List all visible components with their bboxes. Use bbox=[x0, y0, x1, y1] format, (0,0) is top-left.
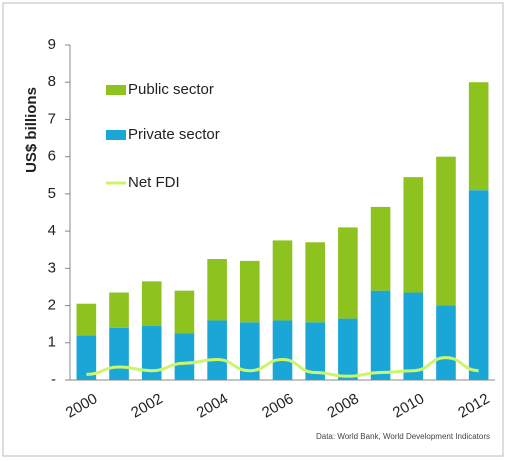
bar-segment bbox=[272, 320, 293, 380]
bar-segment bbox=[370, 290, 391, 380]
bar-segment bbox=[174, 290, 195, 334]
bar-segment bbox=[468, 190, 489, 380]
bar-segment bbox=[272, 240, 293, 321]
x-tick-label: 2004 bbox=[194, 390, 231, 421]
bar-segment bbox=[207, 259, 227, 321]
y-axis-label: US$ billions bbox=[23, 87, 40, 173]
x-tick-label: 2006 bbox=[259, 390, 296, 421]
frame bbox=[2, 2, 504, 457]
bar-segment bbox=[305, 242, 325, 323]
bar-segment bbox=[338, 318, 358, 380]
legend-swatch bbox=[106, 130, 126, 140]
y-tick-label: 4 bbox=[48, 222, 56, 239]
source: Data: World Bank, World Development Indi… bbox=[316, 432, 490, 441]
bar-segment bbox=[468, 82, 489, 191]
bar-segment bbox=[76, 335, 97, 380]
y-tick-label: 2 bbox=[48, 297, 56, 314]
x-tick-label: 2010 bbox=[390, 390, 427, 421]
bar-segment bbox=[370, 206, 391, 291]
legend-label: Private sector bbox=[128, 126, 220, 143]
bar-segment bbox=[403, 292, 424, 380]
bar-segment bbox=[240, 260, 260, 323]
x-tick-label: 2002 bbox=[128, 390, 165, 421]
bar-segment bbox=[436, 305, 456, 380]
x-tick-label: 2008 bbox=[324, 390, 361, 421]
y-tick-label: 7 bbox=[48, 110, 56, 127]
x-tick-label: 2000 bbox=[63, 390, 100, 421]
y-tick-label: 8 bbox=[48, 73, 56, 90]
bar-segment bbox=[403, 177, 424, 293]
legend-label: Public sector bbox=[128, 81, 214, 98]
bar-segment bbox=[109, 327, 129, 380]
y-tick-label: 9 bbox=[48, 36, 56, 53]
y-tick-label: 3 bbox=[48, 259, 56, 276]
bar-segment bbox=[76, 303, 97, 336]
bar-segment bbox=[240, 322, 260, 380]
bar-segment bbox=[338, 227, 358, 319]
y-tick-label: 6 bbox=[48, 148, 56, 165]
bar-segment bbox=[305, 322, 325, 380]
y-tick-label: 5 bbox=[48, 185, 56, 202]
bar-segment bbox=[174, 333, 195, 380]
bar-segment bbox=[141, 326, 162, 380]
bar-segment bbox=[141, 281, 162, 327]
x-tick-label: 2012 bbox=[455, 390, 492, 421]
bar-segment bbox=[436, 156, 456, 306]
bar-segment bbox=[207, 320, 227, 380]
y-tick-label: 1 bbox=[48, 334, 56, 351]
y-tick-label: - bbox=[51, 371, 56, 388]
line bbox=[86, 356, 479, 378]
bar-segment bbox=[109, 292, 129, 328]
legend-swatch bbox=[106, 85, 126, 95]
legend-label: Net FDI bbox=[128, 174, 180, 191]
